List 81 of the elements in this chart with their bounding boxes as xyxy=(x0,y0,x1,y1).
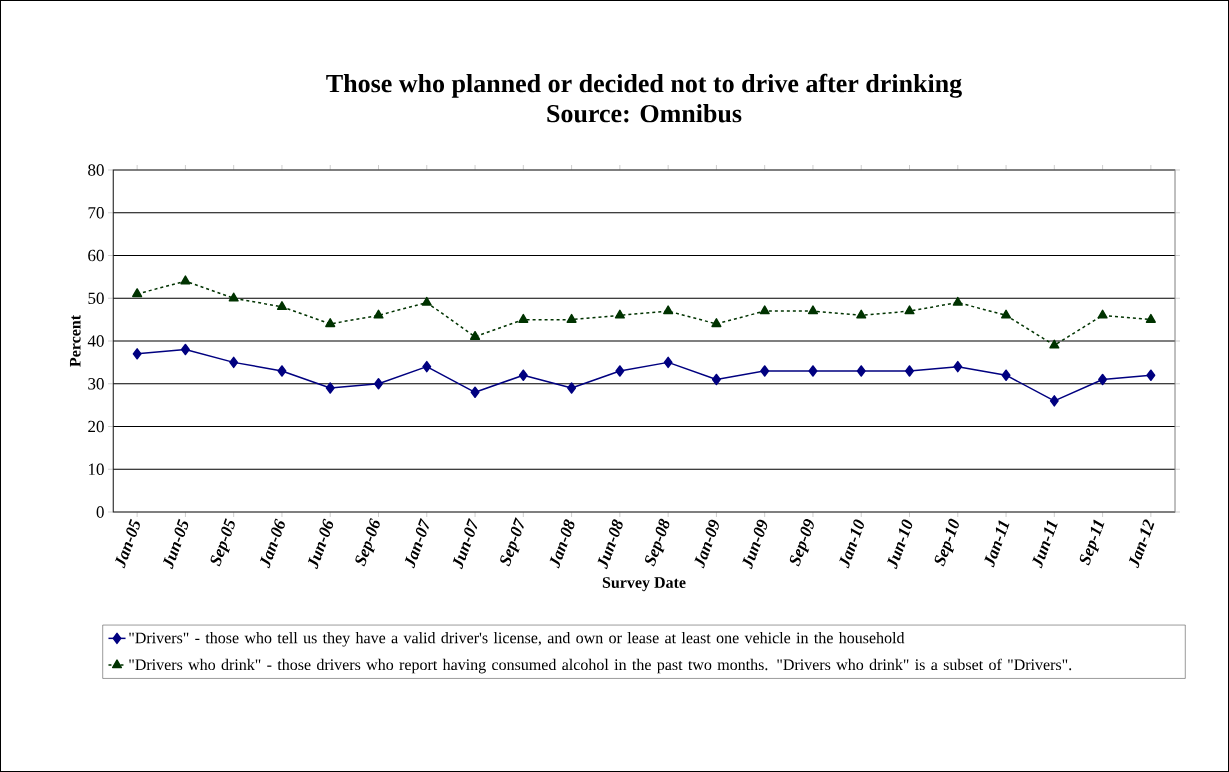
x-tick-label: Sep-07 xyxy=(500,517,524,567)
point xyxy=(421,296,432,306)
point xyxy=(325,318,336,328)
y-tick-label: 20 xyxy=(88,420,104,433)
y-tick-label: 60 xyxy=(88,249,104,262)
point xyxy=(325,382,335,394)
x-tick-label: Jan-11 xyxy=(984,520,1010,568)
point xyxy=(373,309,384,319)
x-tick-label: Jun-05 xyxy=(163,518,189,570)
chart-title: Those who planned or decided not to drive after drinking xyxy=(326,73,962,98)
x-tick-label: Jan-09 xyxy=(694,519,719,569)
legend-label: "Drivers who drink" - those drivers who report having consumed alcohol in the past two months. "Drivers who drink" is a subset of "Drivers". xyxy=(129,658,1072,674)
point xyxy=(132,288,143,298)
y-tick-label: 0 xyxy=(96,506,104,518)
point xyxy=(759,305,770,315)
y-tick-label: 10 xyxy=(88,463,104,475)
point xyxy=(470,386,480,399)
x-tick-label: Sep-05 xyxy=(210,518,235,567)
point xyxy=(228,292,239,302)
point xyxy=(807,305,819,315)
x-tick-label: Sep-08 xyxy=(645,518,670,567)
point xyxy=(1097,309,1108,319)
x-tick-label: Sep-06 xyxy=(355,517,380,567)
x-tick-label: Jan-05 xyxy=(115,518,140,569)
x-tick-label: Jun-10 xyxy=(887,519,913,570)
point xyxy=(132,348,142,360)
x-tick-label: Jun-09 xyxy=(742,519,768,570)
point xyxy=(856,309,867,319)
point xyxy=(1146,369,1156,381)
point xyxy=(711,318,722,328)
point xyxy=(229,356,239,369)
x-tick-label: Sep-09 xyxy=(789,519,814,567)
x-axis-title: Survey Date xyxy=(602,577,686,592)
point xyxy=(663,305,674,315)
point xyxy=(905,365,915,377)
point xyxy=(422,360,432,373)
point xyxy=(953,360,963,373)
x-tick-label: Sep-11 xyxy=(1079,519,1105,566)
point xyxy=(518,313,529,323)
x-tick-label: Jun-06 xyxy=(307,518,334,570)
point xyxy=(1145,313,1156,323)
point xyxy=(760,365,770,377)
point xyxy=(904,305,915,315)
x-tick-label: Jun-08 xyxy=(597,519,623,570)
y-tick-label: 50 xyxy=(88,292,104,304)
point xyxy=(614,309,625,319)
legend-label: "Drivers" - those who tell us they have a valid driver's license, and own or lease at least one vehicle in the household xyxy=(129,632,905,647)
x-tick-label: Jun-07 xyxy=(452,517,478,570)
chart-subtitle: Source: Omnibus xyxy=(547,104,742,123)
point xyxy=(1049,395,1059,407)
x-tick-label: Jan-08 xyxy=(549,519,575,569)
point xyxy=(277,365,287,377)
point xyxy=(276,301,288,311)
point xyxy=(663,356,673,369)
x-tick-label: Jan-07 xyxy=(404,517,429,569)
point xyxy=(711,373,721,386)
point xyxy=(615,365,625,377)
point xyxy=(566,313,577,323)
point xyxy=(1001,369,1011,381)
y-tick-label: 40 xyxy=(87,335,104,347)
point xyxy=(1049,339,1060,349)
x-tick-label: Jan-12 xyxy=(1128,519,1155,569)
point xyxy=(180,343,190,356)
y-tick-label: 80 xyxy=(88,164,104,176)
point xyxy=(856,365,866,377)
y-tick-label: 70 xyxy=(88,207,104,219)
y-axis-title: Percent xyxy=(69,315,81,367)
point xyxy=(567,382,577,394)
point xyxy=(374,378,383,390)
point xyxy=(952,296,963,306)
point xyxy=(1098,373,1108,386)
y-tick-label: 30 xyxy=(88,378,104,390)
x-tick-label: Jan-06 xyxy=(260,518,285,569)
x-tick-label: Jun-11 xyxy=(1032,520,1058,569)
point xyxy=(518,369,528,381)
point xyxy=(808,365,818,377)
point xyxy=(1000,309,1012,319)
point xyxy=(469,330,481,340)
x-tick-label: Jan-10 xyxy=(839,519,864,569)
x-tick-label: Sep-10 xyxy=(934,518,959,567)
point xyxy=(180,275,191,285)
